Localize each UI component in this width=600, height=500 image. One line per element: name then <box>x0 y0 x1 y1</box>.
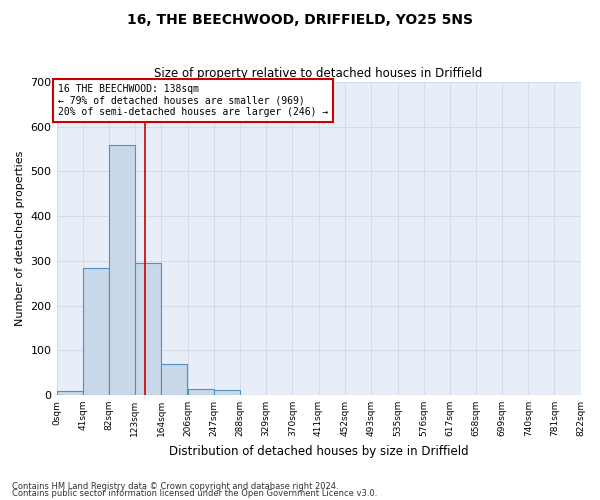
Text: 16 THE BEECHWOOD: 138sqm
← 79% of detached houses are smaller (969)
20% of semi-: 16 THE BEECHWOOD: 138sqm ← 79% of detach… <box>58 84 328 117</box>
Text: 16, THE BEECHWOOD, DRIFFIELD, YO25 5NS: 16, THE BEECHWOOD, DRIFFIELD, YO25 5NS <box>127 12 473 26</box>
Bar <box>188 388 214 395</box>
Bar <box>83 268 109 395</box>
Y-axis label: Number of detached properties: Number of detached properties <box>15 151 25 326</box>
Bar <box>135 263 161 395</box>
Bar <box>214 390 240 395</box>
Bar <box>56 392 83 395</box>
Bar <box>109 144 135 395</box>
Title: Size of property relative to detached houses in Driffield: Size of property relative to detached ho… <box>154 66 483 80</box>
Text: Contains public sector information licensed under the Open Government Licence v3: Contains public sector information licen… <box>12 489 377 498</box>
Bar <box>161 364 187 395</box>
X-axis label: Distribution of detached houses by size in Driffield: Distribution of detached houses by size … <box>169 444 469 458</box>
Text: Contains HM Land Registry data © Crown copyright and database right 2024.: Contains HM Land Registry data © Crown c… <box>12 482 338 491</box>
